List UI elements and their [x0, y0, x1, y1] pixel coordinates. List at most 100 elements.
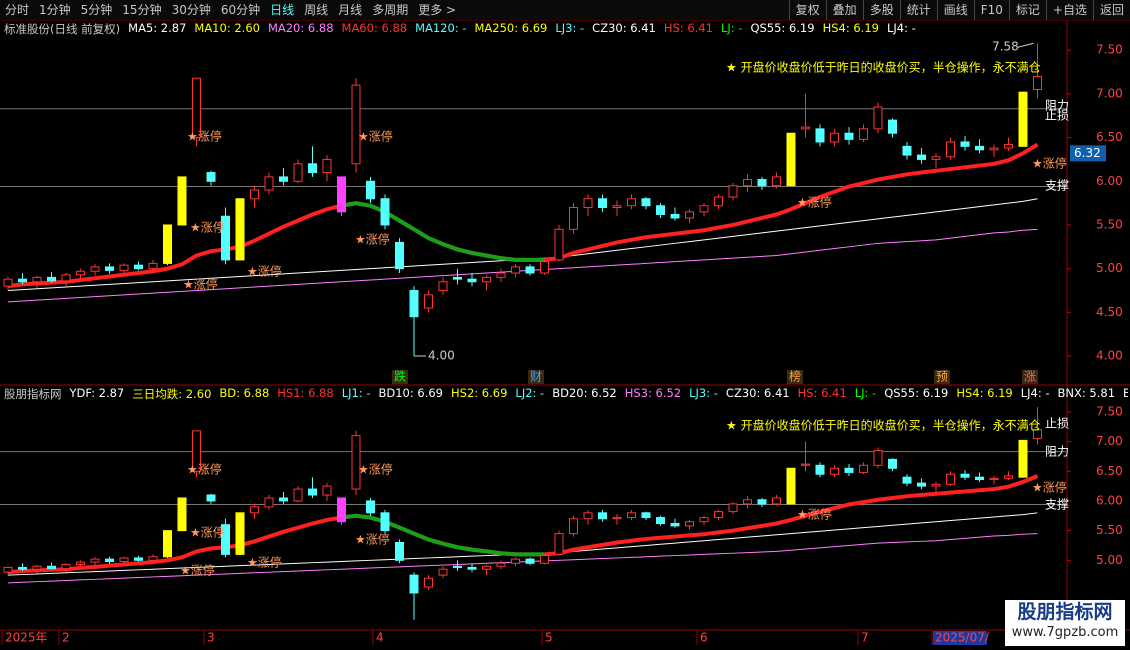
y-tick-label: 7.00: [1096, 434, 1123, 448]
candle-body: [293, 488, 303, 502]
toolbar-button[interactable]: 多股: [862, 0, 900, 20]
candle-body: [366, 500, 375, 514]
candle-body: [351, 84, 361, 165]
candle-body: [134, 264, 143, 270]
indicator-label: MA60: 6.88: [341, 21, 408, 35]
candle-body: [989, 147, 999, 151]
period-tab[interactable]: 60分钟: [220, 3, 261, 17]
toolbar-button[interactable]: 统计: [899, 0, 937, 20]
candle-body: [757, 179, 767, 187]
indicator-label: LJ2: -: [515, 386, 545, 400]
period-tab[interactable]: 5分钟: [80, 3, 113, 17]
limit-up-label: ★涨停: [355, 232, 390, 247]
period-tab[interactable]: 分时: [5, 3, 30, 17]
candle-body: [699, 517, 709, 523]
candle-body: [409, 289, 419, 318]
stop-loss-label: 止损: [1045, 417, 1069, 431]
time-label: 7: [861, 631, 869, 645]
candle-body: [583, 198, 593, 208]
candle-body: [960, 141, 970, 147]
ma-line: [7, 474, 1039, 575]
candle-body: [482, 565, 491, 570]
indicator-label: 三日均跌: 2.60: [132, 387, 212, 401]
candle-body: [598, 198, 607, 208]
candle-body: [975, 145, 984, 151]
toolbar-button[interactable]: 标记: [1008, 0, 1046, 20]
indicator-label: LJ3: -: [689, 386, 718, 400]
candle-body: [134, 557, 143, 561]
time-label: 5: [545, 631, 553, 645]
candle-body: [844, 467, 854, 473]
limit-up-label: ★涨停: [247, 555, 282, 570]
candle-body: [61, 274, 71, 282]
candle-body: [714, 196, 723, 207]
candle-body: [3, 278, 13, 287]
candle-body: [699, 205, 709, 213]
candle-body: [670, 213, 680, 219]
candle-body: [322, 485, 332, 496]
candle-body: [105, 558, 114, 562]
indicator-label: LJ4: -: [1020, 386, 1050, 400]
toolbar-button[interactable]: 叠加: [825, 0, 863, 20]
candle-body: [598, 512, 607, 520]
period-tab[interactable]: 多周期: [372, 3, 409, 17]
candle-body: [250, 189, 259, 200]
indicator-label: BD20: 6.52: [552, 386, 617, 400]
candle-body: [18, 566, 27, 570]
period-tab[interactable]: 30分钟: [171, 3, 211, 17]
candle-body: [221, 215, 230, 261]
event-box: [934, 370, 950, 384]
time-label: 3: [207, 631, 215, 645]
candle-body: [47, 276, 56, 282]
period-tab[interactable]: 15分钟: [122, 3, 162, 17]
candle-body: [714, 511, 723, 519]
candle-body: [830, 467, 839, 475]
support-label: 支撑: [1045, 497, 1069, 512]
candle-body: [380, 512, 390, 532]
period-tab[interactable]: 更多 >: [418, 3, 457, 17]
candle-body: [757, 499, 767, 505]
indicator-label: MA5: 2.87: [128, 21, 187, 35]
y-tick-label: 5.00: [1096, 553, 1123, 567]
period-tab[interactable]: 日线: [270, 3, 295, 17]
candle-body: [235, 198, 245, 261]
candle-body: [1018, 439, 1028, 478]
candle-body: [873, 106, 883, 130]
candle-body: [685, 521, 694, 527]
toolbar-button[interactable]: 复权: [788, 0, 826, 20]
candle-body: [221, 524, 230, 555]
candle-body: [119, 557, 129, 562]
last-price-label: 6.32: [1074, 146, 1101, 160]
indicator-label: CZ30: 6.41: [592, 21, 656, 35]
stop-loss-label: 止损: [1045, 109, 1069, 123]
candle-body: [467, 278, 477, 283]
event-label: 财: [530, 370, 542, 384]
candle-body: [888, 458, 897, 469]
indicator-label: BD: 6.88: [219, 386, 270, 400]
candle-body: [148, 556, 158, 561]
period-tab[interactable]: 月线: [338, 3, 363, 17]
toolbar-button[interactable]: 返回: [1092, 0, 1130, 20]
toolbar-button[interactable]: F10: [973, 0, 1009, 20]
period-tab[interactable]: 1分钟: [39, 3, 71, 17]
candle-body: [32, 565, 42, 570]
limit-up-label: ★涨停: [190, 525, 225, 540]
candle-body: [1018, 91, 1028, 147]
candle-body: [975, 476, 984, 481]
event-label: 预: [936, 370, 948, 384]
candle-body: [728, 503, 738, 513]
indicator-label: LJ1: -: [341, 386, 371, 400]
period-tab[interactable]: 周线: [304, 3, 329, 17]
indicator-label: LJ: -: [720, 21, 743, 35]
toolbar-button[interactable]: +自选: [1045, 0, 1093, 20]
low-label: 4.00: [428, 349, 455, 363]
ma-line: [341, 201, 545, 262]
time-highlight: [933, 631, 987, 645]
candle-body: [888, 119, 897, 134]
indicator-label: LJ3: -: [555, 21, 585, 35]
indicator-label: LJ: -: [854, 386, 877, 400]
toolbar-button[interactable]: 画线: [936, 0, 974, 20]
toolbar: 分时 1分钟 5分钟 15分钟 30分钟 60分钟 日线 周线 月线 多周期 更多 > 复权 叠加 多股统…: [0, 0, 1130, 21]
